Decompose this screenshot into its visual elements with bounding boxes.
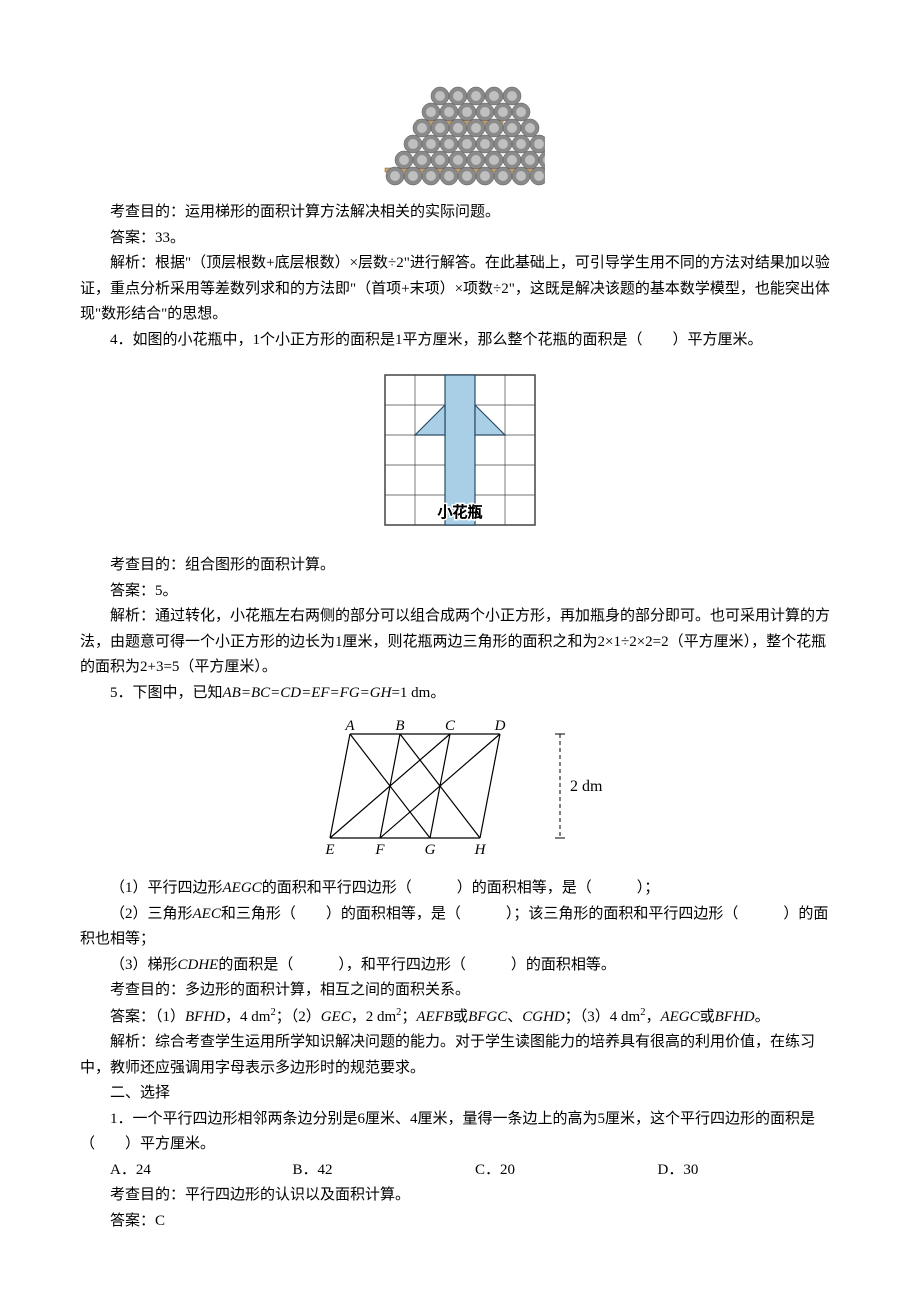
s2q1-purpose: 考查目的：平行四边形的认识以及面积计算。 [80, 1183, 840, 1209]
q5-answer: 答案：（1）BFHD，4 dm2；（2）GEC，2 dm2；AEFB或BFGC、… [80, 1004, 840, 1031]
svg-text:C: C [445, 718, 456, 734]
svg-text:F: F [374, 842, 385, 858]
vase-figure: 小花瓶小花瓶 [373, 363, 547, 543]
s2q1-options: A．24 B．42 C．20 D．30 [110, 1158, 840, 1184]
q3-purpose: 考查目的：运用梯形的面积计算方法解决相关的实际问题。 [80, 200, 840, 226]
svg-text:A: A [344, 718, 355, 734]
s2q1-stem: 1．一个平行四边形相邻两条边分别是6厘米、4厘米，量得一条边上的高为5厘米，这个… [80, 1107, 840, 1158]
parallelogram-figure: A B C D E F G H 2 dm [300, 716, 620, 866]
svg-text:G: G [425, 842, 436, 858]
option-c: C．20 [475, 1158, 658, 1184]
q5-analysis: 解析：综合考查学生运用所学知识解决问题的能力。对于学生读图能力的培养具有很高的利… [80, 1030, 840, 1081]
svg-text:2 dm: 2 dm [570, 778, 603, 795]
option-b: B．42 [293, 1158, 476, 1184]
option-a: A．24 [110, 1158, 293, 1184]
q5-sub1: （1）平行四边形AEGC的面积和平行四边形（ ）的面积相等，是（ ）； [80, 876, 840, 902]
s2q1-answer: 答案：C [80, 1209, 840, 1235]
q3-analysis: 解析：根据"（顶层根数+底层根数）×层数÷2"进行解答。在此基础上，可引导学生用… [80, 251, 840, 328]
q4-analysis: 解析：通过转化，小花瓶左右两侧的部分可以组合成两个小正方形，再加瓶身的部分即可。… [80, 604, 840, 681]
q5-sub3: （3）梯形CDHE的面积是（ ），和平行四边形（ ）的面积相等。 [80, 953, 840, 979]
parallelogram-figure-container: A B C D E F G H 2 dm [80, 716, 840, 866]
q4-stem: 4．如图的小花瓶中，1个小正方形的面积是1平方厘米，那么整个花瓶的面积是（ ）平… [80, 328, 840, 354]
svg-text:E: E [324, 842, 334, 858]
q5-stem: 5．下图中，已知AB=BC=CD=EF=FG=GH=1 dm。 [80, 681, 840, 707]
svg-text:D: D [494, 718, 506, 734]
q5-sub2: （2）三角形AEC和三角形（ ）的面积相等，是（ ）；该三角形的面积和平行四边形… [80, 902, 840, 953]
q4-answer: 答案：5。 [80, 579, 840, 605]
svg-text:H: H [474, 842, 487, 858]
q4-purpose: 考查目的：组合图形的面积计算。 [80, 553, 840, 579]
svg-text:B: B [395, 718, 404, 734]
q3-answer: 答案：33。 [80, 226, 840, 252]
svg-text:小花瓶: 小花瓶 [437, 503, 482, 521]
pipes-figure-container [80, 70, 840, 190]
q5-purpose: 考查目的：多边形的面积计算，相互之间的面积关系。 [80, 978, 840, 1004]
section2-title: 二、选择 [80, 1081, 840, 1107]
vase-figure-container: 小花瓶小花瓶 [80, 363, 840, 543]
option-d: D．30 [658, 1158, 841, 1184]
pipes-figure [375, 70, 545, 190]
